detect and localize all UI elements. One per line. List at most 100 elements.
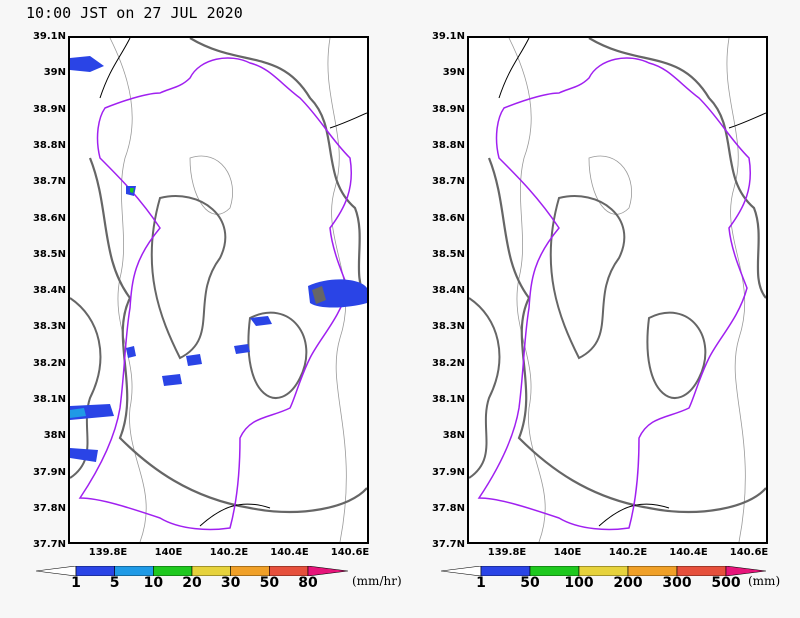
latitude-label: 38.7N — [32, 176, 66, 188]
latitude-label: 38N — [442, 430, 465, 442]
prefecture-boundary — [78, 57, 352, 531]
colorbar-label: 20 — [182, 575, 202, 591]
colorbar-label: 10 — [143, 575, 164, 591]
latitude-label: 38.4N — [431, 285, 465, 297]
latitude-label: 38.9N — [431, 103, 465, 115]
rain-cell — [70, 448, 98, 462]
longitude-label: 140E — [154, 547, 183, 558]
colorbar-label: 1 — [71, 575, 81, 591]
accumulated-colorbar — [441, 566, 766, 576]
contour-thick — [646, 311, 707, 399]
rain-cell — [70, 56, 104, 72]
latitude-label: 38.7N — [431, 176, 465, 188]
contour-thick — [88, 157, 367, 514]
terrain-contours — [469, 38, 766, 542]
latitude-label: 38.6N — [32, 212, 66, 224]
latitude-label: 37.9N — [431, 466, 465, 478]
contour-thin — [726, 38, 746, 542]
latitude-label: 39.1N — [431, 31, 465, 42]
latitude-label: 38.5N — [431, 248, 465, 260]
hourly-precipitation-map — [68, 36, 369, 544]
latitude-label: 38.5N — [32, 248, 66, 260]
longitude-label: 139.8E — [487, 547, 527, 558]
latitude-label: 38.1N — [431, 394, 465, 405]
colorbar-label: 1 — [476, 575, 486, 591]
rain-cell — [70, 408, 86, 418]
coastline — [329, 112, 367, 129]
latitude-label: 38.4N — [32, 285, 66, 297]
longitude-label: 140.6E — [330, 547, 370, 558]
contour-thin — [588, 155, 632, 215]
contour-thick — [487, 157, 766, 514]
longitude-label: 140.2E — [608, 547, 648, 558]
contour-thin — [327, 38, 347, 542]
latitude-label: 37.7N — [431, 539, 465, 551]
rain-cell — [250, 316, 272, 326]
contour-thick — [189, 38, 367, 299]
map-title: 10:00 JST on 27 JUL 2020 — [26, 4, 243, 22]
rain-cell — [126, 346, 136, 358]
latitude-label: 38.2N — [431, 357, 465, 369]
right-map-svg — [469, 38, 766, 542]
rain-cell — [162, 374, 182, 386]
latitude-label: 37.8N — [32, 502, 66, 514]
colorbar-label: 200 — [613, 575, 643, 591]
colorbar-label: 50 — [520, 575, 540, 591]
contour-thin — [109, 38, 147, 542]
colorbar-label: 100 — [564, 575, 594, 591]
latitude-label: 37.8N — [431, 502, 465, 514]
terrain-contours — [70, 38, 367, 542]
colorbar-label: 30 — [220, 575, 241, 591]
latitude-label: 38.8N — [32, 139, 66, 151]
colorbar-label: 300 — [662, 575, 692, 591]
hourly-colorbar — [36, 566, 348, 576]
coastline — [99, 38, 131, 99]
contour-thick — [588, 38, 766, 299]
latitude-label: 38.3N — [431, 321, 465, 333]
longitude-label: 140E — [553, 547, 582, 558]
latitude-label: 39N — [442, 67, 465, 79]
latitude-label: 37.7N — [32, 539, 66, 551]
latitude-label: 39N — [43, 67, 66, 79]
latitude-label: 38.8N — [431, 139, 465, 151]
longitude-label: 140.4E — [669, 547, 708, 558]
latitude-label: 39.1N — [32, 31, 66, 42]
rain-cell — [130, 188, 134, 193]
coastline — [728, 112, 766, 129]
accumulated-colorbar-unit: (mm) — [748, 574, 781, 588]
latitude-label: 38N — [43, 430, 66, 442]
contour-thick — [549, 195, 626, 360]
contour-thick — [247, 311, 308, 399]
colorbar-label: 5 — [109, 575, 120, 591]
colorbar-label: 500 — [711, 575, 741, 591]
contour-thin — [508, 38, 546, 542]
precipitation-cells — [70, 56, 367, 462]
longitude-label: 140.2E — [209, 547, 249, 558]
longitude-label: 139.8E — [88, 547, 128, 558]
longitude-label: 140.4E — [270, 547, 309, 558]
left-map-svg — [70, 38, 367, 542]
rain-cell — [234, 344, 250, 354]
rain-cell — [312, 286, 326, 304]
coastline — [598, 503, 670, 527]
latitude-label: 38.1N — [32, 394, 66, 405]
accumulated-precipitation-map — [467, 36, 768, 544]
contour-thick — [150, 195, 227, 360]
hourly-colorbar-unit: (mm/hr) — [352, 574, 402, 588]
colorbar-swatch — [725, 566, 766, 576]
colorbar-label: 80 — [298, 575, 318, 591]
latitude-label: 38.2N — [32, 357, 66, 369]
rain-cell — [186, 354, 202, 366]
prefecture-boundary — [477, 57, 751, 531]
contour-thin — [189, 155, 233, 215]
coastline — [199, 503, 271, 527]
latitude-label: 38.3N — [32, 321, 66, 333]
colorbar-label: 50 — [259, 575, 280, 591]
colorbar-swatch — [307, 566, 348, 576]
coastline — [498, 38, 530, 99]
latitude-label: 37.9N — [32, 466, 66, 478]
latitude-label: 38.9N — [32, 103, 66, 115]
latitude-label: 38.6N — [431, 212, 465, 224]
longitude-label: 140.6E — [729, 547, 769, 558]
